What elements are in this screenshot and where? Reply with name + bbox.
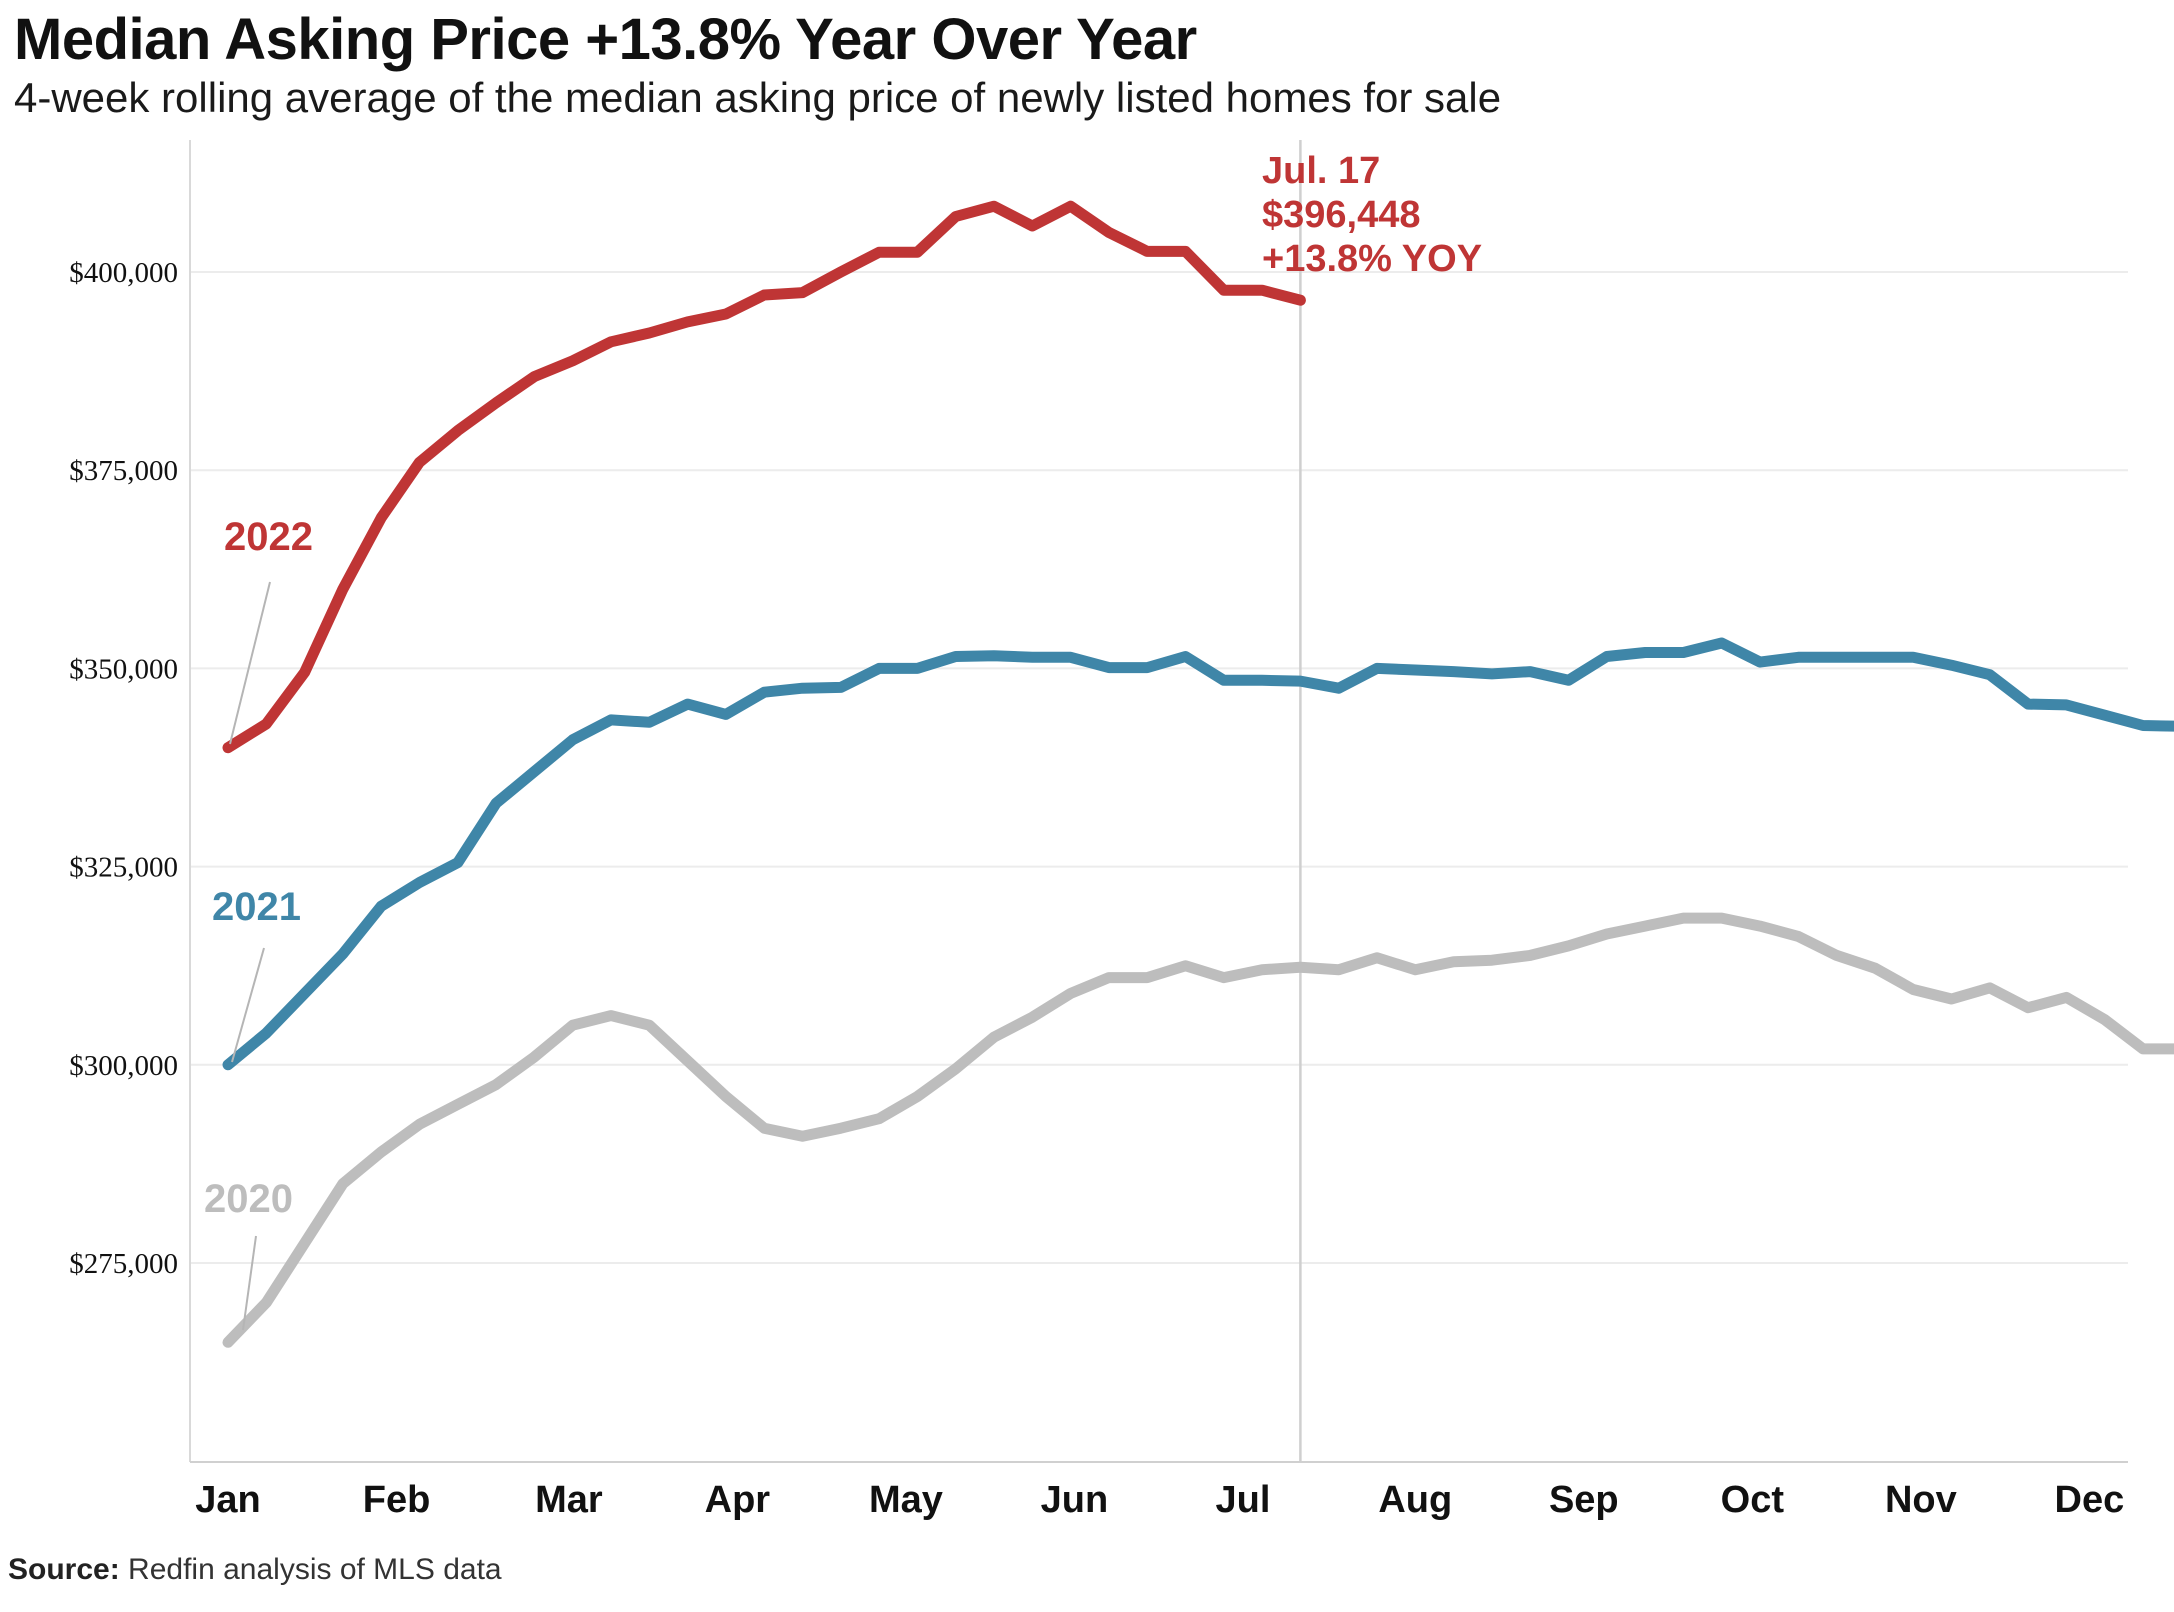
source-text: Redfin analysis of MLS data [128,1553,502,1586]
y-tick-label: $275,000 [69,1248,178,1280]
y-tick-label: $400,000 [69,257,178,289]
x-tick-label: Aug [1378,1479,1452,1521]
y-tick-label: $300,000 [69,1050,178,1082]
x-tick-label: Feb [363,1479,431,1521]
x-tick-label: Jan [195,1479,260,1521]
series-label-2022: 2022 [224,515,313,559]
y-tick-label: $375,000 [69,455,178,487]
annotation-change: +13.8% YOY [1262,238,1482,280]
x-tick-label: Nov [1885,1479,1957,1521]
x-tick-label: Jul [1215,1479,1270,1521]
x-tick-label: Jun [1041,1479,1109,1521]
x-tick-label: Dec [2055,1479,2125,1521]
series-line-2020 [222,912,2174,1348]
series-line-2021 [222,637,2174,1071]
y-axis-ticks: $400,000 $375,000 $350,000 $325,000 $300,000… [69,257,178,1280]
x-tick-label: Oct [1721,1479,1785,1521]
x-tick-label: Sep [1549,1479,1619,1521]
x-tick-label: Mar [535,1479,603,1521]
series-line-2022 [222,200,1306,754]
x-tick-label: Apr [705,1479,771,1521]
series-label-2020: 2020 [204,1177,293,1221]
series-label-leader-2021 [231,947,265,1063]
annotation-value: $396,448 [1262,194,1421,236]
chart-title: Median Asking Price +13.8% Year Over Yea… [14,7,1197,72]
y-tick-label: $325,000 [69,852,178,884]
source-label: Source: [8,1553,120,1586]
y-tick-label: $350,000 [69,653,178,685]
annotation-date: Jul. 17 [1262,150,1380,192]
chart-subtitle: 4-week rolling average of the median ask… [14,74,1502,121]
series-label-leader-2022 [229,581,271,745]
series-label-2021: 2021 [212,885,301,929]
x-tick-label: May [869,1479,943,1521]
series-label-leader-2020 [242,1235,257,1331]
series-layer [222,200,2174,1348]
source-note: Source: Redfin analysis of MLS data [8,1553,502,1587]
x-axis-ticks: Jan Feb Mar Apr May Jun Jul Aug Sep Oct Nov Dec [195,1479,2124,1521]
